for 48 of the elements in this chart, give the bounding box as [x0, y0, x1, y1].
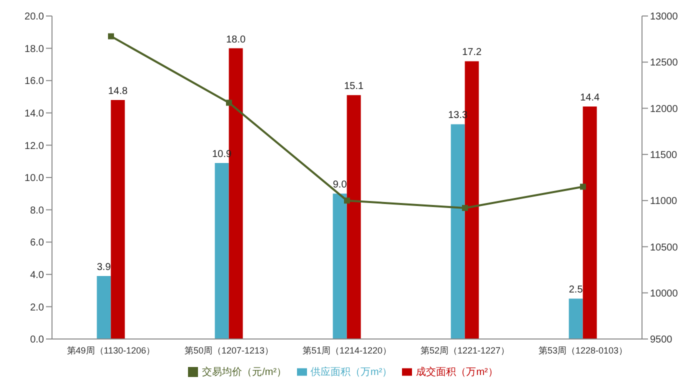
- point: [226, 100, 232, 106]
- y-tick-label: 18.0: [24, 44, 44, 55]
- legend-label: 供应面积（万m²）: [310, 367, 392, 378]
- x-tick-label: 第53周（1228-0103）: [538, 345, 628, 356]
- y-tick-label: 14.0: [24, 108, 44, 120]
- data-label: 15.1: [344, 81, 364, 92]
- bar: [568, 298, 583, 339]
- point: [108, 33, 114, 40]
- y-tick-label: 4.0: [30, 270, 44, 281]
- x-tick-label: 第51周（1214-1220）: [302, 345, 392, 356]
- data-label: 18.0: [226, 34, 246, 46]
- y-tick-label: 12.0: [24, 140, 44, 152]
- y2-tick-label: 10000: [650, 288, 678, 300]
- bar: [332, 194, 347, 339]
- data-label: 2.5: [568, 284, 584, 296]
- bar: [214, 162, 229, 339]
- bar: [96, 276, 111, 339]
- data-label: 14.4: [580, 92, 600, 104]
- data-label: 9.0: [332, 180, 348, 191]
- bar: [582, 106, 597, 339]
- x-tick-label: 第52周（1221-1227）: [420, 345, 510, 356]
- y2-tick-label: 9500: [650, 334, 673, 346]
- x-tick-label: 第50周（1207-1213）: [184, 345, 274, 356]
- y-tick-label: 10.0: [24, 173, 44, 184]
- y-tick-label: 16.0: [24, 76, 44, 88]
- y-tick-label: 0.0: [30, 334, 44, 346]
- y2-tick-label: 11500: [650, 150, 678, 161]
- y2-tick-label: 11000: [650, 196, 678, 208]
- bar: [346, 95, 361, 339]
- data-label: 14.8: [108, 86, 128, 97]
- y2-tick-label: 13000: [650, 12, 678, 23]
- point: [580, 184, 586, 190]
- point: [462, 204, 468, 211]
- y-tick-label: 2.0: [30, 302, 44, 314]
- bar: [110, 100, 125, 339]
- y2-tick-label: 10500: [650, 242, 678, 254]
- y2-tick-label: 12000: [650, 104, 678, 115]
- point: [344, 198, 350, 204]
- data-label: 17.2: [462, 47, 482, 58]
- y-tick-label: 6.0: [30, 238, 44, 249]
- legend-label: 成交面积（万m²）: [416, 367, 498, 378]
- y-tick-label: 20.0: [24, 12, 44, 23]
- data-label: 3.9: [96, 262, 112, 274]
- bar: [450, 124, 465, 339]
- y-tick-label: 8.0: [30, 205, 44, 216]
- x-tick-label: 第49周（1130-1206）: [66, 345, 156, 356]
- legend-label: 交易均价（元/m²）: [202, 367, 287, 378]
- y2-tick-label: 12500: [650, 58, 678, 69]
